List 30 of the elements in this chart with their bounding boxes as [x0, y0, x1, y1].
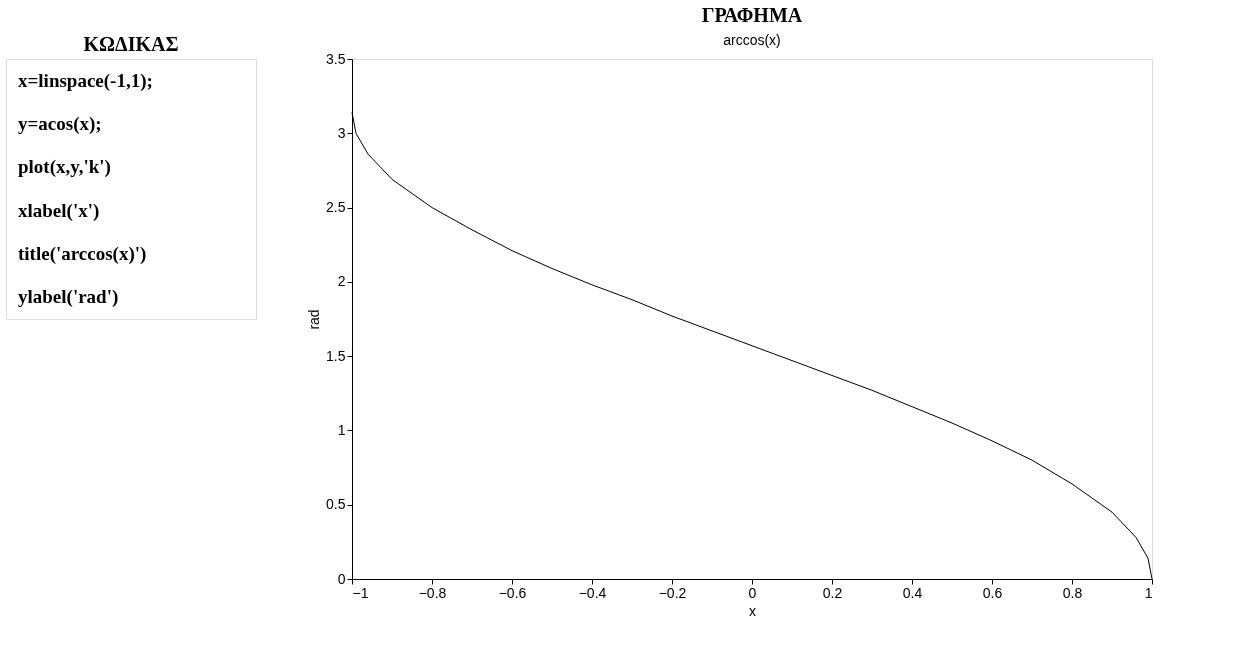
y-tick-label: 1.5 — [326, 347, 346, 364]
y-tick-label: 1 — [337, 421, 346, 438]
x-tick-label: −0.4 — [578, 584, 607, 601]
x-tick-label: 1 — [1144, 584, 1153, 601]
chart-title: arccos(x) — [723, 32, 781, 48]
text: ylabel('rad') — [18, 286, 119, 309]
x-tick-label: −1 — [352, 584, 369, 601]
text: title('arccos(x)') — [18, 243, 147, 265]
text: ΓΡΑΦΗΜΑ — [701, 4, 803, 26]
y-tick-label: 2.5 — [326, 199, 346, 216]
x-tick-label: 0.8 — [1062, 584, 1083, 601]
x-tick-label: 0.4 — [902, 584, 923, 601]
x-tick-label: −0.8 — [418, 584, 447, 601]
text: xlabel('x') — [18, 199, 100, 222]
x-tick-label: −0.2 — [658, 584, 687, 601]
x-tick-label: 0 — [748, 584, 757, 601]
x-tick-label: −0.6 — [498, 584, 527, 601]
y-tick-label: 0.5 — [326, 496, 346, 513]
y-axis-title: rad — [306, 309, 323, 330]
text: y=acos(x); — [18, 113, 102, 135]
text: plot(x,y,'k') — [18, 156, 111, 179]
y-tick-label: 3.5 — [326, 50, 346, 67]
y-tick-label: 3 — [337, 124, 346, 141]
text: ΚΩΔΙΚΑΣ — [83, 33, 179, 55]
x-axis-title: x — [749, 602, 756, 619]
x-tick-label: 0.6 — [982, 584, 1003, 601]
y-tick-label: 2 — [337, 273, 346, 290]
y-tick-label: 0 — [337, 570, 346, 587]
text: x=linspace(-1,1); — [18, 69, 153, 92]
x-tick-label: 0.2 — [822, 584, 843, 601]
